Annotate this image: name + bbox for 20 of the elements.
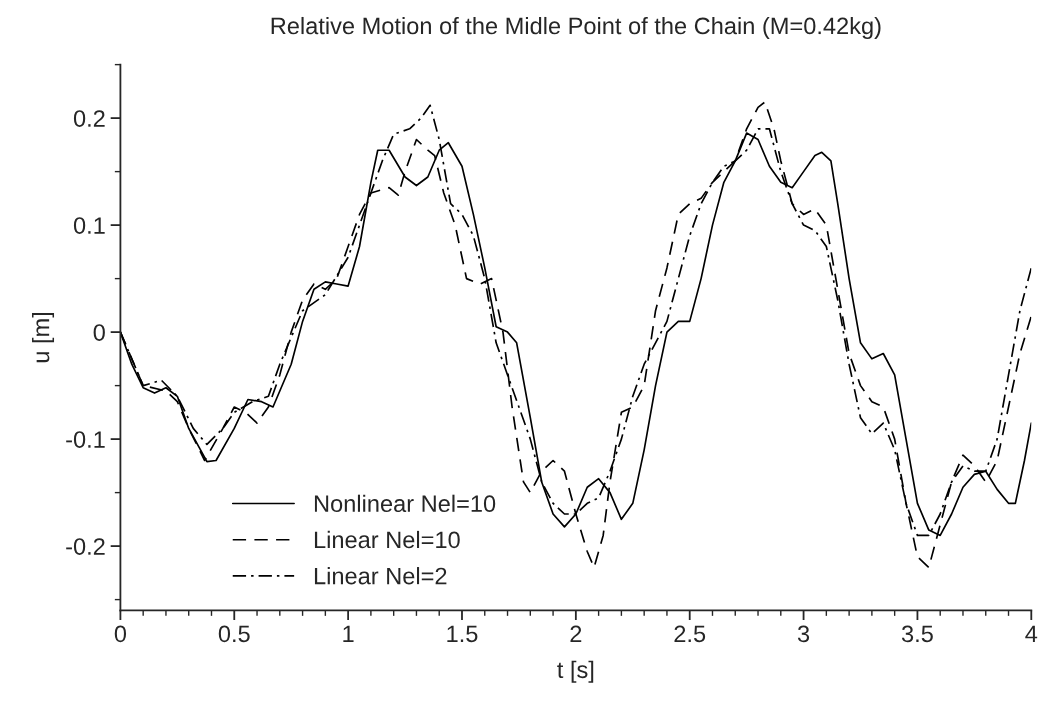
y-tick-label: -0.2 xyxy=(66,538,105,555)
x-tick-label: 1 xyxy=(343,625,354,642)
y-axis-title: u [m] xyxy=(32,312,55,363)
x-tick-label: 3 xyxy=(797,625,810,643)
y-tick-label: 0.1 xyxy=(73,217,105,234)
x-tick-label: 0 xyxy=(114,625,127,643)
x-axis-title: t [s] xyxy=(557,660,594,683)
legend-label: Linear Nel=2 xyxy=(314,567,447,585)
x-tick-label: 3.5 xyxy=(901,625,933,643)
y-tick-label: 0 xyxy=(93,324,105,341)
legend-label: Linear Nel=10 xyxy=(314,530,460,549)
x-tick-label: 4 xyxy=(1025,625,1038,642)
x-tick-label: 1.5 xyxy=(447,625,478,643)
x-tick-label: 2.5 xyxy=(674,625,706,643)
legend-label: Nonlinear Nel=10 xyxy=(314,494,496,513)
chart-title: Relative Motion of the Midle Point of the Chain (M=0.42kg) xyxy=(271,16,881,39)
x-tick-label: 2 xyxy=(570,625,582,642)
y-tick-label: -0.1 xyxy=(66,431,105,448)
y-tick-label: 0.2 xyxy=(73,110,105,127)
x-tick-label: 0.5 xyxy=(218,625,250,643)
